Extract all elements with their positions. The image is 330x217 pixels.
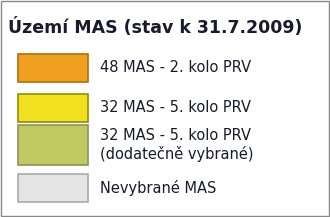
- Bar: [18, 94, 88, 122]
- Bar: [18, 174, 88, 202]
- Text: 48 MAS - 2. kolo PRV: 48 MAS - 2. kolo PRV: [100, 61, 251, 76]
- Text: Území MAS (stav k 31.7.2009): Území MAS (stav k 31.7.2009): [8, 18, 302, 37]
- Text: 32 MAS - 5. kolo PRV
(dodatečně vybrané): 32 MAS - 5. kolo PRV (dodatečně vybrané): [100, 128, 253, 163]
- Bar: [18, 125, 88, 165]
- Text: Nevybrané MAS: Nevybrané MAS: [100, 180, 216, 196]
- Text: 32 MAS - 5. kolo PRV: 32 MAS - 5. kolo PRV: [100, 100, 251, 115]
- Bar: [18, 54, 88, 82]
